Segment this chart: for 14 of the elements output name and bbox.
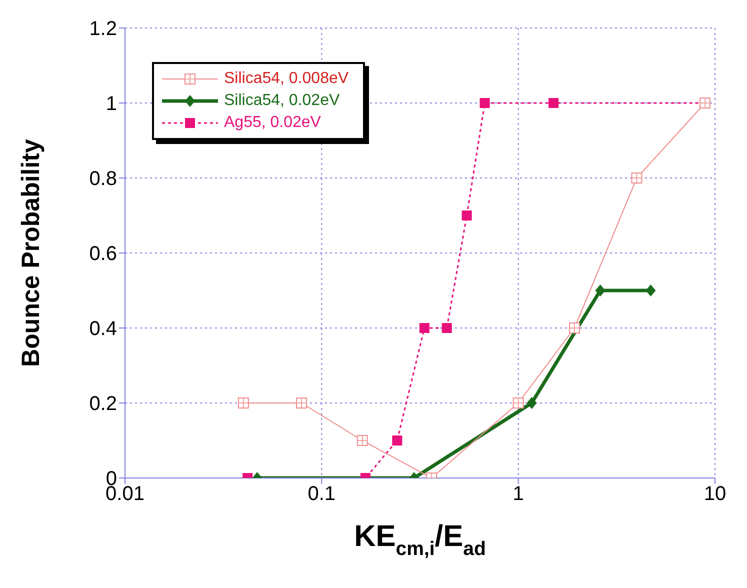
x-axis-title: KE$_{cm,i}$/E$_{ad}$ <box>354 520 486 560</box>
x-tick-label: 10 <box>704 483 726 506</box>
legend-label: Ag55, 0.02eV <box>224 114 321 132</box>
y-tick-label: 0.2 <box>89 393 117 416</box>
y-tick-label: 1 <box>106 93 117 116</box>
y-tick-label: 0.8 <box>89 168 117 190</box>
x-tick-label: 1 <box>512 483 524 506</box>
y-tick-label: 0.6 <box>89 243 117 266</box>
y-axis-title: Bounce Probability <box>16 139 45 367</box>
x-tick-label: 0.1 <box>308 483 336 506</box>
legend-label: Silica54, 0.008eV <box>224 70 349 88</box>
legend-label: Silica54, 0.02eV <box>224 92 340 110</box>
y-tick-label: 1.2 <box>89 18 117 40</box>
y-tick-label: 0.4 <box>89 318 117 340</box>
